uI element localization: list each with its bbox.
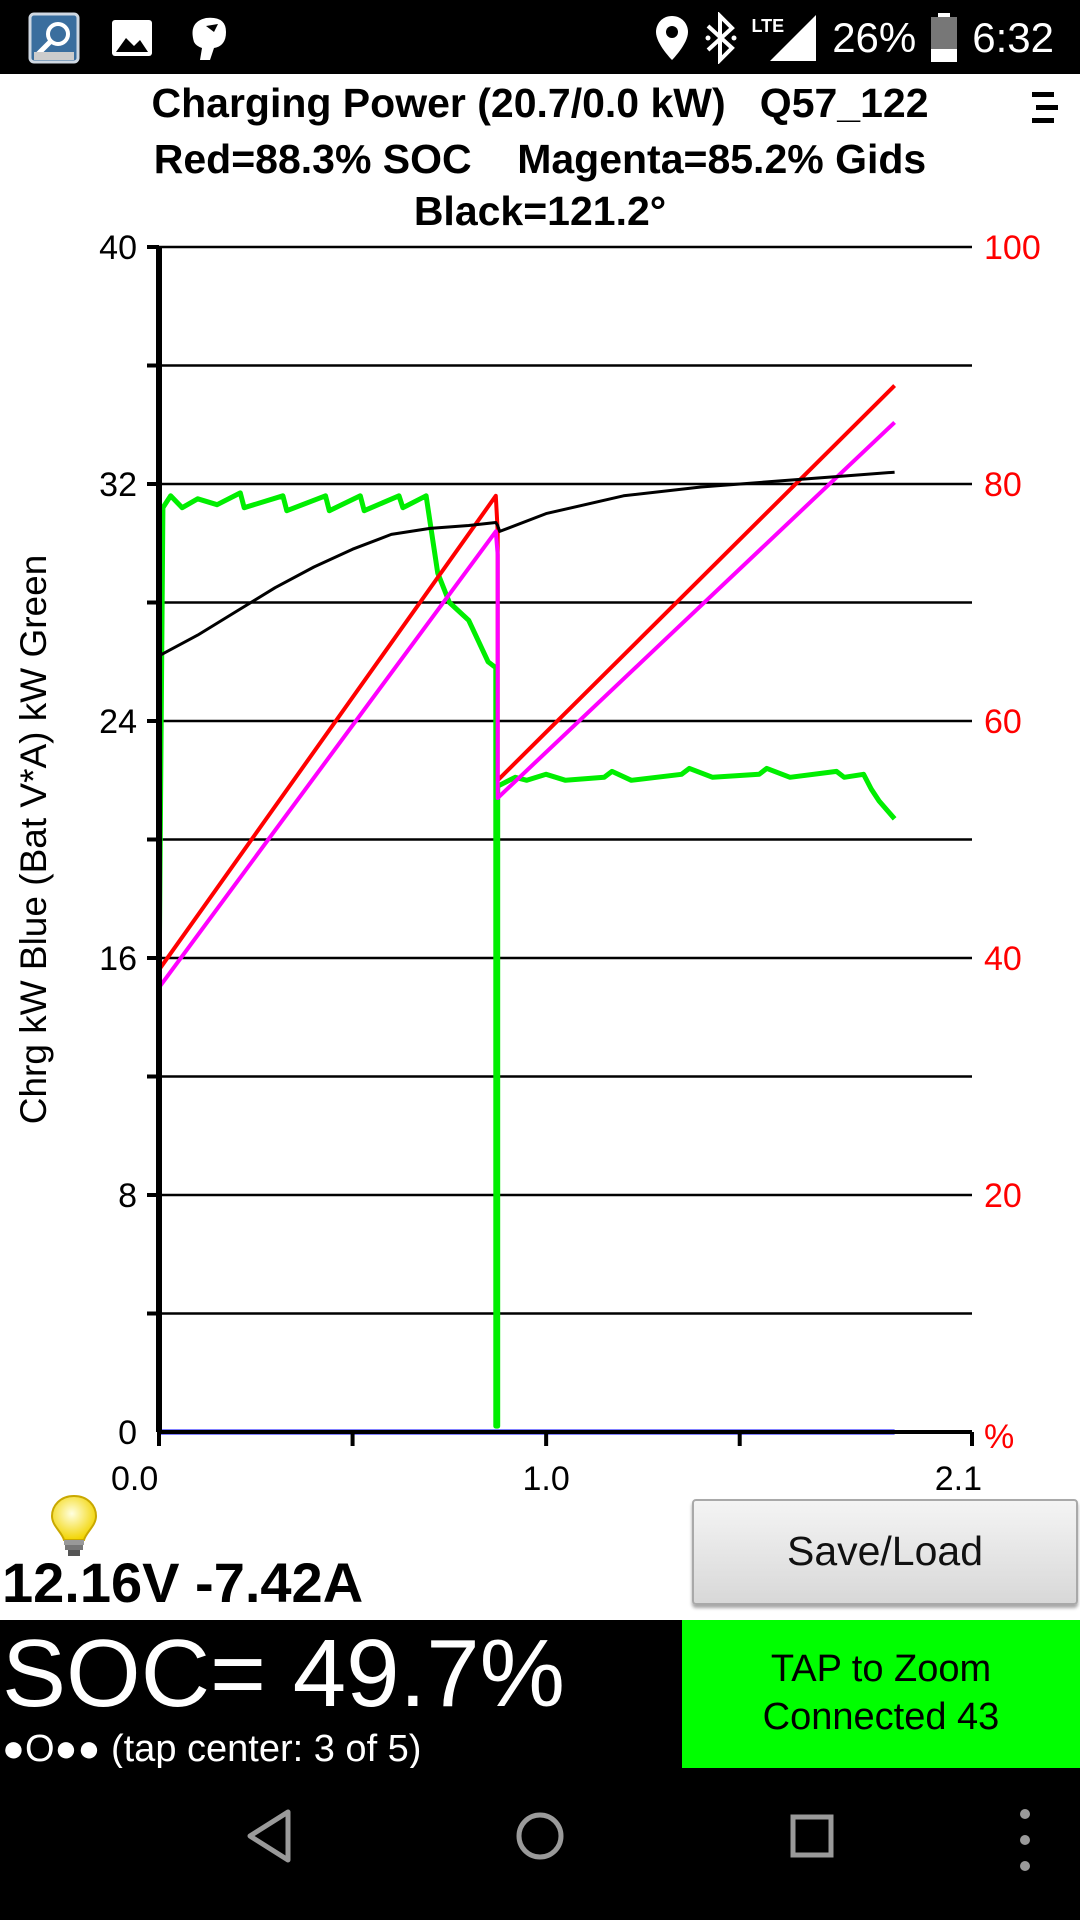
y-tick-label-left: 0: [118, 1414, 137, 1452]
y-axis-label: Chrg kW Blue (Bat V*A) kW Green: [13, 555, 54, 1125]
lightbulb-icon[interactable]: [48, 1494, 100, 1558]
overflow-menu-icon[interactable]: [1010, 1808, 1040, 1872]
status-bar: LTE 26% 6:32: [0, 0, 1080, 74]
connection-status: Connected 43: [762, 1696, 1000, 1738]
chart-grid: [159, 245, 972, 1315]
chart-series: [156, 384, 897, 1435]
navigation-bar: [0, 1768, 1080, 1920]
y-tick-label-right: 60: [984, 703, 1022, 741]
charging-chart[interactable]: 0816243240%204060801000.01.02.1hoursChrg…: [0, 0, 1080, 1500]
y-tick-label-left: 32: [99, 466, 137, 504]
soc-value: SOC= 49.7%: [2, 1620, 565, 1727]
y-tick-label-right: 100: [984, 229, 1041, 267]
chart-subtitle-series: Red=88.3% SOC Magenta=85.2% Gids: [153, 136, 927, 182]
y-tick-label-right: 20: [984, 1177, 1022, 1215]
back-icon[interactable]: [244, 1808, 296, 1864]
y-tick-label-left: 40: [99, 229, 137, 267]
chart-axes: [147, 245, 974, 1446]
voice-assistant-icon: [192, 17, 226, 60]
y-tick-label-left: 8: [118, 1177, 137, 1215]
home-icon[interactable]: [514, 1808, 566, 1864]
bluetooth-icon: [705, 12, 737, 64]
y-tick-label-left: 24: [99, 703, 137, 741]
chart-labels: 0816243240%204060801000.01.02.1hoursChrg…: [13, 229, 1041, 1498]
zoom-label: TAP to Zoom: [770, 1648, 992, 1690]
x-tick-label: 1.0: [523, 1460, 570, 1498]
location-icon: [655, 16, 688, 60]
battery-icon: [931, 13, 958, 62]
voltage-current-readout: 12.16V -7.42A: [2, 1551, 364, 1614]
series-line-0: [156, 490, 897, 1429]
page-indicator: ●O●● (tap center: 3 of 5): [2, 1728, 422, 1770]
image-icon: [112, 20, 152, 56]
y-tick-label-left: 16: [99, 940, 137, 978]
x-tick-label: 0.0: [111, 1460, 158, 1498]
x-tick-label: 2.1: [935, 1460, 982, 1498]
save-load-button[interactable]: Save/Load: [692, 1499, 1078, 1605]
recents-icon[interactable]: [786, 1808, 838, 1864]
y-tick-label-right: %: [984, 1418, 1014, 1456]
clock: 6:32: [972, 14, 1054, 61]
y-tick-label-right: 40: [984, 940, 1022, 978]
series-line-3: [158, 470, 895, 658]
tap-to-zoom-panel[interactable]: TAP to Zoom Connected 43: [682, 1620, 1080, 1768]
network-type: LTE: [751, 15, 785, 36]
app-notification-icon: [28, 12, 80, 64]
series-line-1: [157, 384, 897, 971]
series-line-2: [157, 420, 896, 989]
soc-panel[interactable]: SOC= 49.7% ●O●● (tap center: 3 of 5): [0, 1620, 682, 1770]
chart-subtitle-temperature: Black=121.2°: [413, 188, 667, 234]
signal-icon: [770, 15, 817, 61]
battery-percent: 26%: [832, 14, 917, 61]
hamburger-menu-icon[interactable]: [1030, 88, 1060, 128]
chart-title: Charging Power (20.7/0.0 kW) Q57_122: [151, 80, 929, 126]
y-tick-label-right: 80: [984, 466, 1022, 504]
